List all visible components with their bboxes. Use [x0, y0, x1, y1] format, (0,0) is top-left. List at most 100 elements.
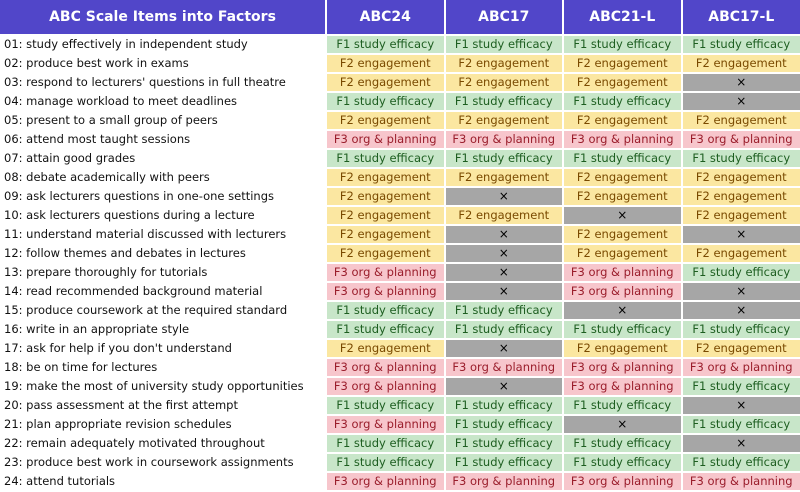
factor-cell-abc17: F1 study efficacy	[443, 91, 563, 111]
factor-cell-abc17: ×	[443, 243, 563, 263]
factor-cell-abc17-l: ×	[680, 281, 800, 301]
factor-cell-abc17-l: F2 engagement	[680, 338, 800, 358]
table-row: 20: pass assessment at the first attempt…	[0, 395, 800, 415]
factor-cell-abc24: F2 engagement	[325, 110, 445, 130]
table-row: 22: remain adequately motivated througho…	[0, 433, 800, 453]
factor-cell-abc17: ×	[443, 186, 563, 206]
table-row: 05: present to a small group of peers F2 …	[0, 110, 800, 130]
factor-cell-abc24: F2 engagement	[325, 167, 445, 187]
factor-cell-abc17: F1 study efficacy	[443, 300, 563, 320]
item-label: 04: manage workload to meet deadlines	[0, 91, 326, 111]
table-row: 15: produce coursework at the required s…	[0, 300, 800, 320]
table-row: 07: attain good grades F1 study efficacy F…	[0, 148, 800, 168]
factor-cell-abc21-l: F2 engagement	[562, 224, 682, 244]
factor-cell-abc17: ×	[443, 338, 563, 358]
item-label: 20: pass assessment at the first attempt	[0, 395, 326, 415]
factor-cell-abc17-l: F1 study efficacy	[680, 376, 800, 396]
factor-cell-abc21-l: F1 study efficacy	[562, 34, 682, 54]
factor-cell-abc17: ×	[443, 376, 563, 396]
header-items: ABC Scale Items into Factors	[0, 0, 327, 35]
factor-cell-abc17: ×	[443, 224, 563, 244]
table-row: 21: plan appropriate revision schedules F…	[0, 414, 800, 434]
factor-cell-abc17-l: F1 study efficacy	[680, 148, 800, 168]
factor-cell-abc21-l: F3 org & planning	[562, 262, 682, 282]
item-label: 17: ask for help if you don't understand	[0, 338, 326, 358]
factor-cell-abc17-l: F1 study efficacy	[680, 34, 800, 54]
factor-cell-abc21-l: F1 study efficacy	[562, 319, 682, 339]
factor-cell-abc24: F1 study efficacy	[325, 300, 445, 320]
factor-cell-abc21-l: F2 engagement	[562, 72, 682, 92]
table-row: 03: respond to lecturers' questions in f…	[0, 72, 800, 92]
header-abc21-l: ABC21-L	[563, 0, 683, 35]
factor-cell-abc21-l: F3 org & planning	[562, 357, 682, 377]
factor-cell-abc24: F2 engagement	[325, 72, 445, 92]
factor-cell-abc24: F2 engagement	[325, 186, 445, 206]
factor-cell-abc17: F2 engagement	[443, 205, 563, 225]
factor-cell-abc24: F1 study efficacy	[325, 452, 445, 472]
factor-cell-abc17: F1 study efficacy	[443, 414, 563, 434]
table-row: 10: ask lecturers questions during a lec…	[0, 205, 800, 225]
factor-cell-abc17: ×	[443, 281, 563, 301]
item-label: 16: write in an appropriate style	[0, 319, 326, 339]
factor-cell-abc17-l: F3 org & planning	[680, 129, 800, 149]
factor-cell-abc17-l: F2 engagement	[680, 110, 800, 130]
factor-cell-abc21-l: F1 study efficacy	[562, 91, 682, 111]
item-label: 02: produce best work in exams	[0, 53, 326, 73]
factor-cell-abc21-l: F1 study efficacy	[562, 433, 682, 453]
factor-cell-abc21-l: F3 org & planning	[562, 376, 682, 396]
item-label: 12: follow themes and debates in lecture…	[0, 243, 326, 263]
factor-cell-abc21-l: F1 study efficacy	[562, 148, 682, 168]
factor-cell-abc24: F1 study efficacy	[325, 34, 445, 54]
factor-cell-abc24: F2 engagement	[325, 224, 445, 244]
table-row: 04: manage workload to meet deadlines F1 …	[0, 91, 800, 111]
factor-cell-abc21-l: F3 org & planning	[562, 129, 682, 149]
item-label: 07: attain good grades	[0, 148, 326, 168]
factor-cell-abc17-l: ×	[680, 300, 800, 320]
factor-cell-abc21-l: F2 engagement	[562, 167, 682, 187]
factor-cell-abc17-l: F2 engagement	[680, 167, 800, 187]
factor-cell-abc17: F2 engagement	[443, 53, 563, 73]
factor-cell-abc21-l: F2 engagement	[562, 186, 682, 206]
factor-cell-abc21-l: F2 engagement	[562, 338, 682, 358]
table-row: 08: debate academically with peers F2 eng…	[0, 167, 800, 187]
factor-cell-abc17-l: F1 study efficacy	[680, 414, 800, 434]
factor-cell-abc17-l: F3 org & planning	[680, 357, 800, 377]
factor-cell-abc24: F3 org & planning	[325, 262, 445, 282]
factor-cell-abc21-l: ×	[562, 205, 682, 225]
factor-cell-abc17: F1 study efficacy	[443, 433, 563, 453]
table-row: 18: be on time for lectures F3 org & plan…	[0, 357, 800, 377]
factor-cell-abc17: F1 study efficacy	[443, 452, 563, 472]
factor-cell-abc24: F3 org & planning	[325, 357, 445, 377]
table-row: 23: produce best work in coursework assi…	[0, 452, 800, 472]
factor-cell-abc24: F3 org & planning	[325, 414, 445, 434]
factor-cell-abc17: F2 engagement	[443, 72, 563, 92]
factor-cell-abc24: F1 study efficacy	[325, 91, 445, 111]
factor-cell-abc24: F1 study efficacy	[325, 395, 445, 415]
factor-cell-abc24: F1 study efficacy	[325, 433, 445, 453]
factor-cell-abc24: F2 engagement	[325, 53, 445, 73]
table-row: 17: ask for help if you don't understand…	[0, 338, 800, 358]
item-label: 03: respond to lecturers' questions in f…	[0, 72, 326, 92]
factor-cell-abc17-l: ×	[680, 395, 800, 415]
table-row: 14: read recommended background material…	[0, 281, 800, 301]
header-abc17: ABC17	[444, 0, 564, 35]
factor-cell-abc21-l: F3 org & planning	[562, 281, 682, 301]
item-label: 11: understand material discussed with l…	[0, 224, 326, 244]
table-row: 09: ask lecturers questions in one-one s…	[0, 186, 800, 206]
factor-cell-abc21-l: ×	[562, 414, 682, 434]
factor-cell-abc21-l: F2 engagement	[562, 53, 682, 73]
table-row: 16: write in an appropriate style F1 stud…	[0, 319, 800, 339]
table-row: 02: produce best work in exams F2 engagem…	[0, 53, 800, 73]
item-label: 14: read recommended background material	[0, 281, 326, 301]
factor-cell-abc17-l: F1 study efficacy	[680, 452, 800, 472]
factor-cell-abc24: F3 org & planning	[325, 376, 445, 396]
factor-cell-abc24: F2 engagement	[325, 338, 445, 358]
factor-cell-abc21-l: ×	[562, 300, 682, 320]
factor-cell-abc17: ×	[443, 262, 563, 282]
factor-cell-abc17: F1 study efficacy	[443, 34, 563, 54]
item-label: 23: produce best work in coursework assi…	[0, 452, 326, 472]
factor-cell-abc21-l: F2 engagement	[562, 110, 682, 130]
factor-cell-abc21-l: F2 engagement	[562, 243, 682, 263]
item-label: 05: present to a small group of peers	[0, 110, 326, 130]
